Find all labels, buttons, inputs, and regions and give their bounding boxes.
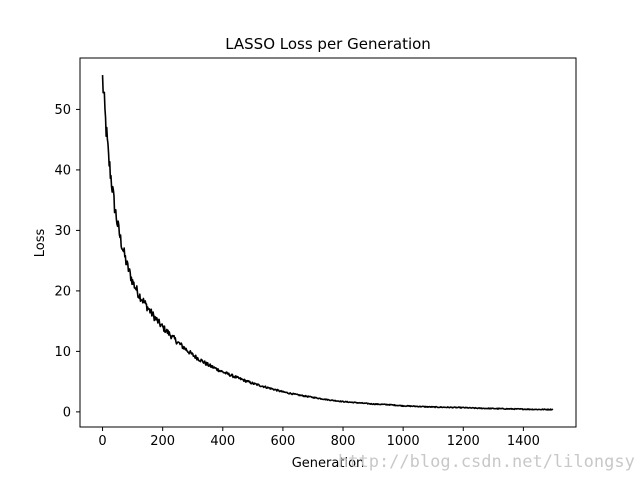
x-tick-label: 400 <box>210 434 235 449</box>
y-axis-label: Loss <box>33 229 48 258</box>
x-tick-label: 1200 <box>447 434 480 449</box>
watermark: http://blog.csdn.net/lilongsy <box>338 452 635 472</box>
y-tick-label: 0 <box>63 405 71 420</box>
x-tick-label: 600 <box>270 434 295 449</box>
x-axis-ticks: 0 200 400 600 800 1000 1200 1400 <box>98 427 540 449</box>
plot-area-frame <box>79 57 577 428</box>
y-tick-label: 50 <box>54 103 71 118</box>
x-tick-label: 0 <box>98 434 106 449</box>
chart-title: LASSO Loss per Generation <box>225 35 431 53</box>
x-tick-label: 800 <box>331 434 356 449</box>
y-tick-label: 20 <box>54 284 71 299</box>
x-tick-label: 1000 <box>387 434 420 449</box>
x-tick-label: 1400 <box>507 434 540 449</box>
loss-series-line <box>101 75 554 411</box>
y-tick-label: 10 <box>54 345 71 360</box>
x-tick-label: 200 <box>150 434 175 449</box>
y-axis-ticks: 0 10 20 30 40 50 <box>54 103 80 420</box>
y-tick-label: 30 <box>54 224 71 239</box>
y-tick-label: 40 <box>54 163 71 178</box>
x-axis-label: Generation <box>292 456 365 471</box>
